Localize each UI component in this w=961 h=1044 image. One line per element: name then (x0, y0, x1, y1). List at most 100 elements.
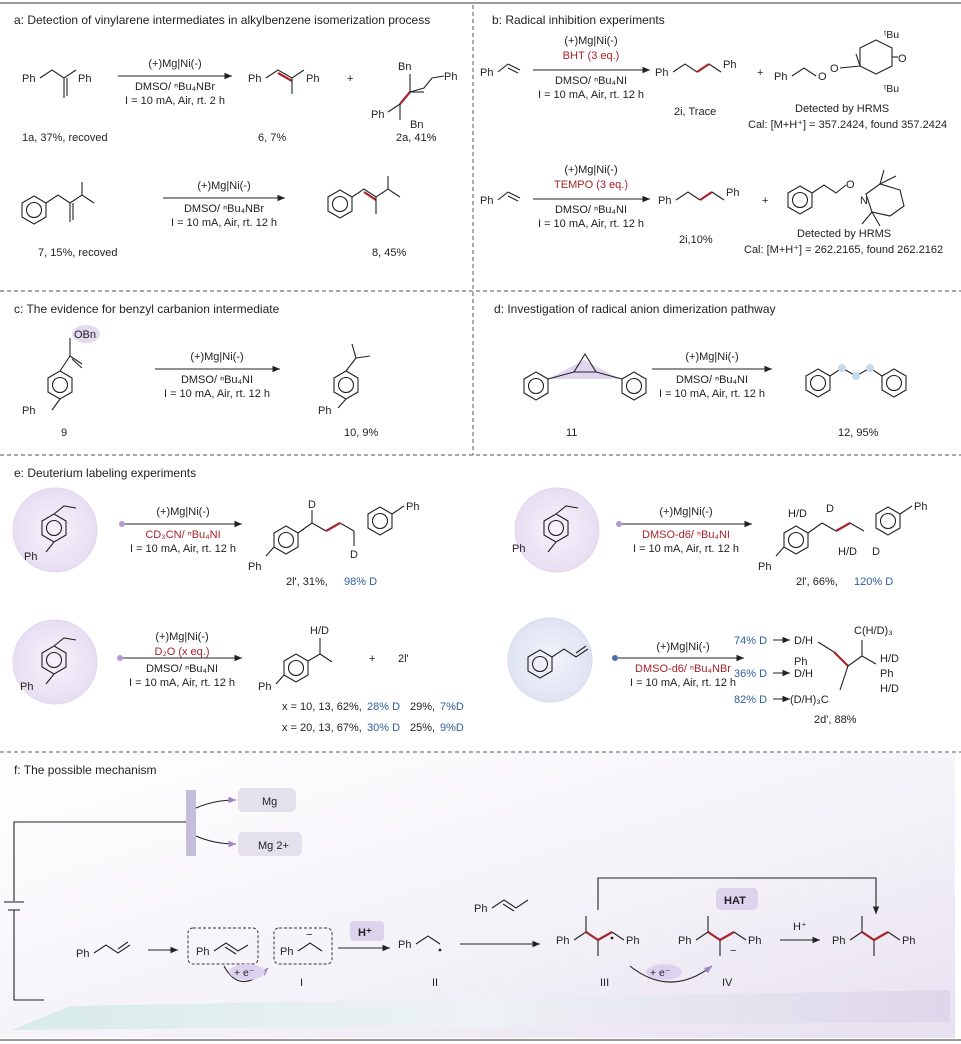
svg-text:Ph: Ph (196, 946, 209, 958)
structure-styrene-b2: Ph (480, 191, 521, 207)
e-minus-2: + e⁻ (650, 967, 671, 979)
panel-e-title: e: Deuterium labeling experiments (14, 466, 196, 480)
cond-c-3: I = 10 mA, Air, rt. 12 h (164, 388, 270, 400)
svg-text:Ph: Ph (306, 73, 319, 85)
label-IV: IV (722, 977, 733, 989)
structure-1a: Ph Ph (22, 69, 91, 98)
structure-2i-b2: Ph Ph (658, 187, 739, 207)
cond-e4-1: (+)Mg|Ni(-) (656, 641, 709, 653)
panel-f-bg (0, 753, 955, 1038)
mg2-box (238, 832, 302, 856)
cond-a1-1: (+)Mg|Ni(-) (148, 58, 201, 70)
svg-text:Ph: Ph (655, 67, 668, 79)
svg-text:Ph: Ph (406, 501, 419, 513)
label-2l-e3: 2l' (398, 653, 409, 665)
hat-box (716, 888, 758, 910)
structure-bht-peroxide: Ph O O O ᵗBu ᵗBu (774, 29, 907, 95)
label-9: 9 (61, 427, 67, 439)
e-minus-pill-2 (646, 964, 682, 980)
svg-text:Ph: Ph (22, 405, 35, 417)
svg-text:Ph: Ph (794, 656, 807, 668)
svg-text:(D/H)₃C: (D/H)₃C (790, 694, 829, 706)
svg-text:D/H: D/H (794, 668, 813, 680)
anode (186, 790, 196, 856)
svg-text:D: D (826, 503, 834, 515)
substrate-circle-e4 (507, 617, 593, 703)
e-minus-pill-1 (229, 964, 265, 980)
svg-text:H/D: H/D (880, 683, 899, 695)
svg-text:Ph: Ph (24, 551, 37, 563)
svg-text:Ph: Ph (398, 939, 411, 951)
label-III: III (600, 977, 609, 989)
cond-b1-2: DMSO/ ⁿBu₄NI (555, 75, 627, 87)
svg-text:Ph: Ph (902, 935, 915, 947)
svg-text:H/D: H/D (788, 508, 807, 520)
svg-text:Ph: Ph (371, 109, 384, 121)
svg-text:Ph: Ph (512, 543, 525, 555)
e-minus-1: + e⁻ (234, 967, 255, 979)
svg-text:Ph: Ph (22, 73, 35, 85)
cal-1: Cal: [M+H⁺] = 357.2424, found 357.2424 (748, 119, 947, 131)
row1-b: 29%, (410, 701, 435, 713)
svg-text:H/D: H/D (310, 625, 329, 637)
panel-d: d: Investigation of radical anion dimeri… (494, 302, 907, 439)
d-e1: 98% D (344, 576, 377, 588)
substrate-circle-e2 (514, 487, 600, 573)
panel-f-title: f: The possible mechanism (14, 763, 157, 777)
structure-2l-e2: H/D D H/D D Ph Ph (758, 501, 927, 573)
wire-top (13, 821, 190, 902)
arrow-mg-bot (195, 835, 237, 848)
cond-a2-2: DMSO/ ⁿBu₄NBr (184, 203, 264, 215)
panel-a: a: Detection of vinylarene intermediates… (14, 13, 457, 259)
cond-b1-3: I = 10 mA, Air, rt. 12 h (538, 89, 644, 101)
svg-text:Ph: Ph (678, 935, 691, 947)
row2-d: 30% D (367, 722, 400, 734)
svg-text:D: D (350, 549, 358, 561)
structure-allylbenzene-f: Ph (76, 941, 131, 960)
cal-2: Cal: [M+H⁺] = 262.2165, found 262.2162 (744, 244, 943, 256)
label-2i-10: 2i,10% (679, 234, 713, 246)
d-36: 36% D (734, 668, 767, 680)
svg-text:Ph: Ph (880, 668, 893, 680)
d-82: 82% D (734, 694, 767, 706)
solv-e1: CD₃CN/ ⁿBu₄NI (145, 529, 220, 541)
cond-b2-1: (+)Mg|Ni(-) (564, 164, 617, 176)
solv-e2: DMSO-d6/ ⁿBu₄NI (642, 529, 730, 541)
svg-text:Ph: Ph (248, 561, 261, 573)
label-1a: 1a, 37%, recoved (22, 132, 108, 144)
row1-main: x = 10, 13, 62%, (282, 701, 362, 713)
structure-III: Ph Ph (556, 916, 639, 956)
label-8: 8, 45% (372, 247, 406, 259)
arrow-dot-e4 (612, 655, 618, 661)
arrow-dot-e1 (119, 521, 125, 527)
arrow-reduction-2 (629, 965, 713, 983)
svg-text:Ph: Ph (280, 946, 293, 958)
label-2i-trace: 2i, Trace (674, 106, 716, 118)
cond-b1-1: (+)Mg|Ni(-) (564, 35, 617, 47)
cond-e1-3: I = 10 mA, Air, rt. 12 h (130, 543, 236, 555)
label-6: 6, 7% (258, 132, 286, 144)
svg-text:Ph: Ph (318, 405, 331, 417)
cond-c-2: DMSO/ ⁿBu₄NI (181, 374, 253, 386)
svg-text:O: O (898, 53, 907, 65)
substrate-circle-e1 (12, 487, 98, 573)
arrow-dot-e3 (117, 655, 123, 661)
svg-text:Ph: Ph (444, 71, 457, 83)
box-I (273, 927, 333, 965)
additive-tempo: TEMPO (3 eq.) (554, 179, 628, 191)
cond-d-3: I = 10 mA, Air, rt. 12 h (659, 388, 765, 400)
label-10: 10, 9% (344, 427, 378, 439)
solv-e4: DMSO-d6/ ⁿBu₄NBr (635, 663, 731, 675)
d-e2: 120% D (854, 576, 893, 588)
plus-e3: + (369, 653, 375, 665)
svg-text:Bn: Bn (398, 61, 411, 73)
svg-text:D/H: D/H (794, 635, 813, 647)
obn-label: OBn (74, 329, 96, 341)
svg-text:ᵗBu: ᵗBu (884, 83, 899, 95)
label-I: I (300, 977, 303, 989)
structure-12 (805, 364, 907, 398)
electrode-plate (12, 990, 950, 1030)
hrms-2: Detected by HRMS (797, 228, 891, 240)
mg-label: Mg (262, 796, 277, 808)
plus-b1: + (757, 67, 763, 79)
